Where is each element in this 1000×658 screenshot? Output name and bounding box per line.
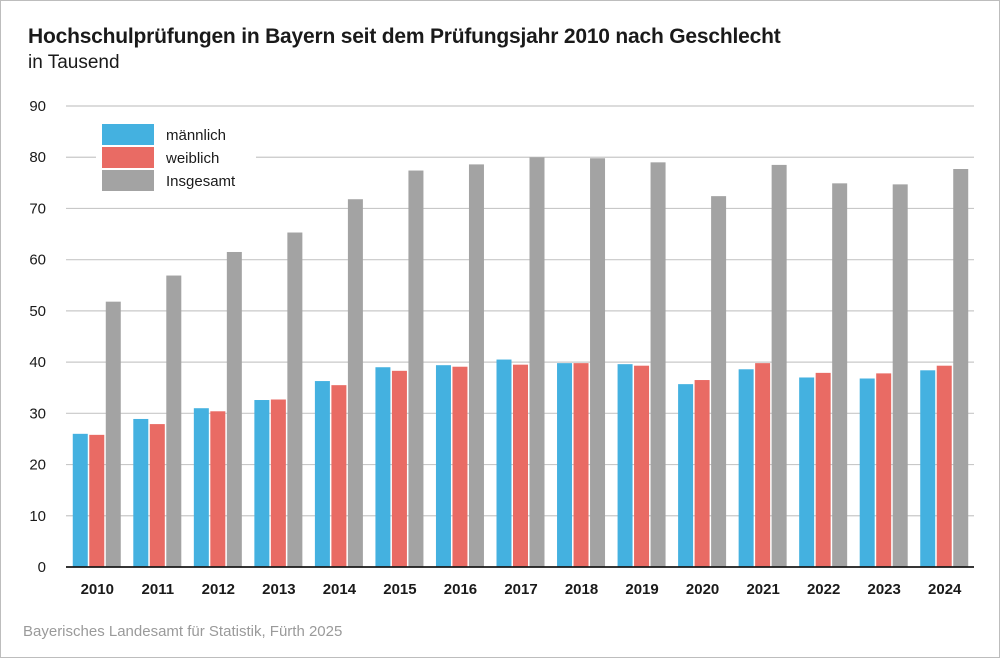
x-tick-label: 2022: [807, 581, 840, 598]
y-tick-label: 90: [29, 98, 46, 115]
legend-swatch-weiblich: [102, 147, 154, 168]
bar-weiblich-2024: [936, 365, 952, 567]
bar-maennlich-2017: [496, 359, 512, 567]
bar-weiblich-2017: [513, 364, 528, 567]
y-tick-label: 10: [29, 508, 46, 525]
x-tick-label: 2017: [504, 581, 537, 598]
x-tick-label: 2015: [383, 581, 416, 598]
x-tick-label: 2020: [686, 581, 719, 598]
bar-weiblich-2012: [210, 411, 226, 567]
x-tick-label: 2010: [81, 581, 114, 598]
bar-weiblich-2015: [391, 370, 407, 567]
x-tick-label: 2021: [746, 581, 779, 598]
chart-title: Hochschulprüfungen in Bayern seit dem Pr…: [28, 25, 781, 48]
bar-insgesamt-2020: [711, 196, 727, 567]
bar-weiblich-2020: [694, 380, 710, 567]
y-tick-label: 20: [29, 457, 46, 474]
bar-maennlich-2024: [920, 370, 936, 567]
bar-insgesamt-2021: [771, 164, 787, 567]
y-tick-label: 70: [29, 200, 46, 217]
bar-weiblich-2016: [452, 366, 468, 567]
y-tick-label: 50: [29, 303, 46, 320]
x-tick-label: 2012: [202, 581, 235, 598]
bar-maennlich-2016: [435, 365, 451, 567]
bar-weiblich-2021: [755, 363, 771, 567]
x-tick-label: 2019: [625, 581, 658, 598]
x-tick-label: 2014: [323, 581, 357, 598]
bar-weiblich-2023: [876, 373, 892, 567]
legend-swatch-maennlich: [102, 124, 154, 145]
bar-weiblich-2014: [331, 385, 347, 567]
bar-weiblich-2013: [270, 399, 286, 567]
bar-maennlich-2012: [193, 408, 209, 567]
bar-insgesamt-2010: [105, 301, 121, 567]
y-tick-label: 80: [29, 149, 46, 166]
bar-maennlich-2014: [314, 381, 330, 567]
legend-label: weiblich: [165, 150, 219, 167]
bar-maennlich-2022: [799, 377, 815, 567]
source-note: Bayerisches Landesamt für Statistik, Für…: [23, 623, 343, 640]
bar-insgesamt-2011: [166, 275, 182, 567]
bar-maennlich-2010: [72, 433, 88, 567]
legend-label: männlich: [166, 127, 226, 144]
bar-weiblich-2018: [573, 363, 589, 567]
bar-insgesamt-2018: [590, 158, 606, 567]
bar-insgesamt-2016: [468, 164, 484, 568]
y-tick-label: 40: [29, 354, 46, 371]
bar-insgesamt-2022: [832, 183, 848, 567]
chart-subtitle: in Tausend: [28, 52, 120, 73]
bar-maennlich-2020: [678, 384, 694, 567]
y-tick-label: 30: [29, 405, 46, 422]
bar-insgesamt-2012: [226, 251, 242, 567]
bar-insgesamt-2017: [529, 157, 545, 567]
bar-insgesamt-2015: [408, 170, 424, 568]
x-tick-label: 2018: [565, 581, 598, 598]
bar-weiblich-2011: [149, 424, 165, 567]
bar-maennlich-2011: [133, 418, 149, 567]
x-tick-label: 2011: [142, 581, 175, 598]
y-tick-label: 0: [38, 559, 46, 576]
bar-weiblich-2019: [634, 365, 650, 567]
bar-insgesamt-2013: [287, 232, 303, 567]
x-tick-label: 2016: [444, 581, 477, 598]
legend-label: Insgesamt: [166, 173, 236, 190]
bar-maennlich-2018: [557, 363, 573, 567]
bar-insgesamt-2024: [953, 169, 969, 567]
bar-weiblich-2010: [89, 434, 105, 567]
bar-insgesamt-2014: [347, 199, 363, 568]
x-tick-label: 2024: [928, 581, 962, 598]
bar-maennlich-2015: [375, 367, 391, 567]
bar-maennlich-2021: [738, 369, 754, 567]
legend-swatch-insgesamt: [102, 170, 154, 191]
bar-maennlich-2019: [617, 364, 633, 567]
y-tick-label: 60: [29, 252, 46, 269]
x-tick-label: 2023: [868, 581, 901, 598]
bar-insgesamt-2019: [650, 162, 666, 567]
bar-maennlich-2023: [859, 378, 875, 567]
bar-maennlich-2013: [254, 400, 270, 567]
x-tick-label: 2013: [262, 581, 295, 598]
bar-insgesamt-2023: [892, 184, 908, 567]
bar-weiblich-2022: [815, 372, 831, 567]
